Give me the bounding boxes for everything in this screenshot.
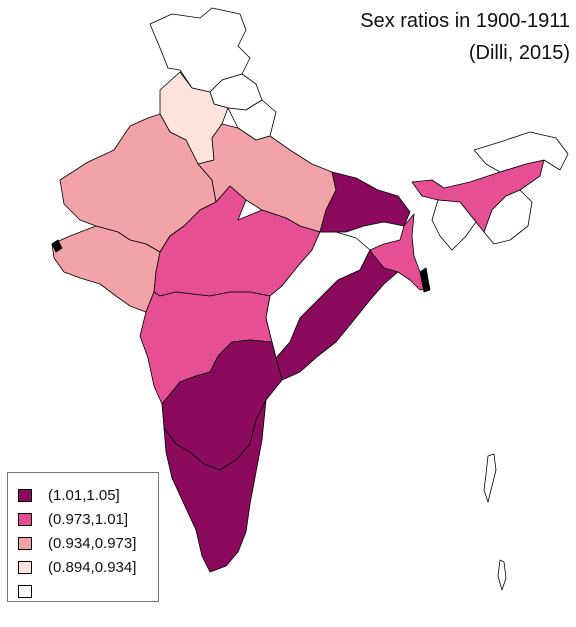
- legend-swatch: [18, 512, 32, 526]
- region-kashmir: [149, 7, 251, 93]
- legend-item: (0.973,1.01]: [18, 510, 129, 528]
- region-manipur: [483, 189, 533, 245]
- region-madras: [163, 399, 267, 573]
- region-coast-dark-west: [51, 239, 63, 253]
- legend-item: (0.894,0.934]: [18, 558, 137, 576]
- legend-label: (1.01,1.05]: [48, 486, 120, 504]
- region-tripura: [431, 199, 477, 251]
- legend-item: (1.01,1.05]: [18, 486, 120, 504]
- region-andaman-islands: [483, 453, 507, 591]
- region-bihar: [319, 171, 411, 233]
- map-title: Sex ratios in 1900-1911: [360, 10, 570, 32]
- region-northeast-hills: [473, 131, 569, 173]
- legend-item: [18, 583, 48, 599]
- legend-label: (0.894,0.934]: [48, 558, 137, 576]
- legend-swatch: [18, 560, 32, 574]
- region-bengal: [369, 213, 429, 291]
- region-orissa-coast: [275, 249, 399, 381]
- legend-swatch: [18, 488, 32, 502]
- legend-swatch: [18, 536, 32, 550]
- legend-label: (0.973,1.01]: [48, 510, 129, 528]
- legend-label: (0.934,0.973]: [48, 534, 137, 552]
- region-coast-dark-east: [419, 267, 431, 293]
- legend-swatch: [18, 584, 32, 598]
- map-legend: (1.01,1.05] (0.973,1.01] (0.934,0.973] (…: [7, 472, 159, 602]
- map-subtitle: (Dilli, 2015): [468, 42, 570, 64]
- legend-item: (0.934,0.973]: [18, 534, 137, 552]
